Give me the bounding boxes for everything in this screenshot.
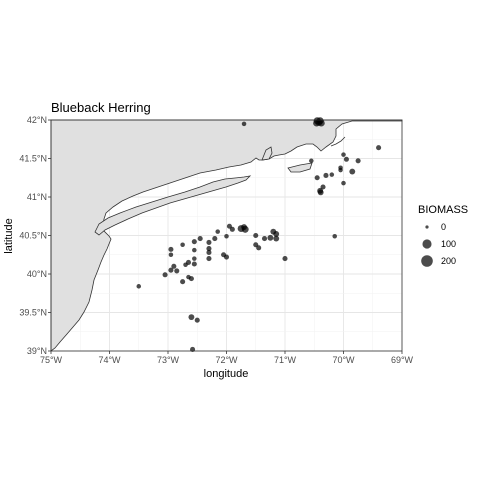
data-point <box>188 314 195 321</box>
legend-key <box>421 255 433 267</box>
data-point <box>212 236 218 242</box>
marthas-vineyard-polygon <box>261 146 273 161</box>
data-point <box>341 152 346 157</box>
data-point <box>171 263 177 269</box>
data-point <box>273 231 280 237</box>
legend-label: 0 <box>441 222 446 232</box>
data-point <box>332 234 337 239</box>
y-tick-label: 41.5°N <box>19 154 47 164</box>
data-point <box>317 189 324 196</box>
data-point <box>192 256 197 261</box>
data-point <box>194 317 200 323</box>
data-point <box>206 256 212 262</box>
data-point <box>192 247 197 253</box>
y-tick-label: 39°N <box>27 346 47 356</box>
data-point <box>320 184 326 190</box>
data-point <box>341 180 346 186</box>
data-point <box>180 242 185 248</box>
data-point <box>376 145 382 151</box>
data-point <box>183 262 188 268</box>
data-point <box>355 158 361 164</box>
data-points <box>136 117 382 352</box>
data-point <box>323 172 329 178</box>
legend-title: BIOMASS <box>418 204 468 216</box>
data-point <box>168 267 174 273</box>
nantucket-polygon <box>287 162 313 173</box>
data-point <box>168 246 174 252</box>
data-point <box>206 246 212 252</box>
y-tick-label: 40°N <box>27 269 47 279</box>
x-tick-label: 73°W <box>157 355 180 365</box>
long-island-polygon <box>94 175 252 236</box>
legend-label: 100 <box>441 239 456 249</box>
legend: BIOMASS 0 100 200 <box>418 204 468 267</box>
x-tick-label: 72°W <box>215 355 238 365</box>
y-axis-label: latitude <box>3 218 15 253</box>
data-point <box>313 119 321 127</box>
data-point <box>191 239 197 245</box>
x-axis-ticks: 75°W 74°W 73°W 72°W 71°W 70°W 69°W <box>40 351 414 365</box>
y-tick-label: 40.5°N <box>19 231 47 241</box>
data-point <box>224 234 229 239</box>
data-point <box>256 245 262 251</box>
x-tick-label: 69°W <box>391 355 414 365</box>
x-tick-label: 70°W <box>332 355 355 365</box>
data-point <box>273 235 280 242</box>
legend-key <box>425 225 429 229</box>
x-axis-label: longitude <box>204 368 249 380</box>
data-point <box>267 234 274 241</box>
y-tick-label: 41°N <box>27 192 47 202</box>
data-point <box>162 272 168 278</box>
data-point <box>168 252 174 258</box>
data-point <box>282 256 288 262</box>
data-point <box>136 284 142 289</box>
data-point <box>174 268 180 274</box>
data-point <box>329 172 335 177</box>
data-point <box>180 279 186 285</box>
data-point <box>206 249 212 255</box>
data-point <box>253 232 259 239</box>
data-point <box>215 229 220 234</box>
data-point <box>314 175 320 181</box>
legend-key <box>422 239 432 249</box>
data-point <box>241 225 249 233</box>
data-point <box>188 276 194 282</box>
data-point <box>241 121 247 127</box>
y-tick-label: 42°N <box>27 115 47 125</box>
data-point <box>206 239 212 245</box>
land-polygons <box>50 119 403 352</box>
cape-cod-shoreline <box>330 136 346 147</box>
legend-label: 200 <box>441 256 456 266</box>
data-point <box>343 156 349 162</box>
mainland-polygon <box>50 119 403 352</box>
data-point <box>261 236 268 242</box>
y-tick-label: 39.5°N <box>19 308 47 318</box>
y-axis-ticks: 39°N 39.5°N 40°N 40.5°N 41°N 41.5°N 42°N <box>19 115 51 356</box>
chart-title: Blueback Herring <box>51 100 151 115</box>
data-point <box>349 168 356 175</box>
x-tick-label: 75°W <box>40 355 63 365</box>
data-point <box>338 167 343 173</box>
data-point <box>191 261 197 267</box>
x-tick-label: 74°W <box>98 355 121 365</box>
x-tick-label: 71°W <box>274 355 297 365</box>
data-point <box>223 254 230 260</box>
data-point <box>309 158 314 164</box>
data-point <box>229 226 235 232</box>
data-point <box>197 236 203 242</box>
